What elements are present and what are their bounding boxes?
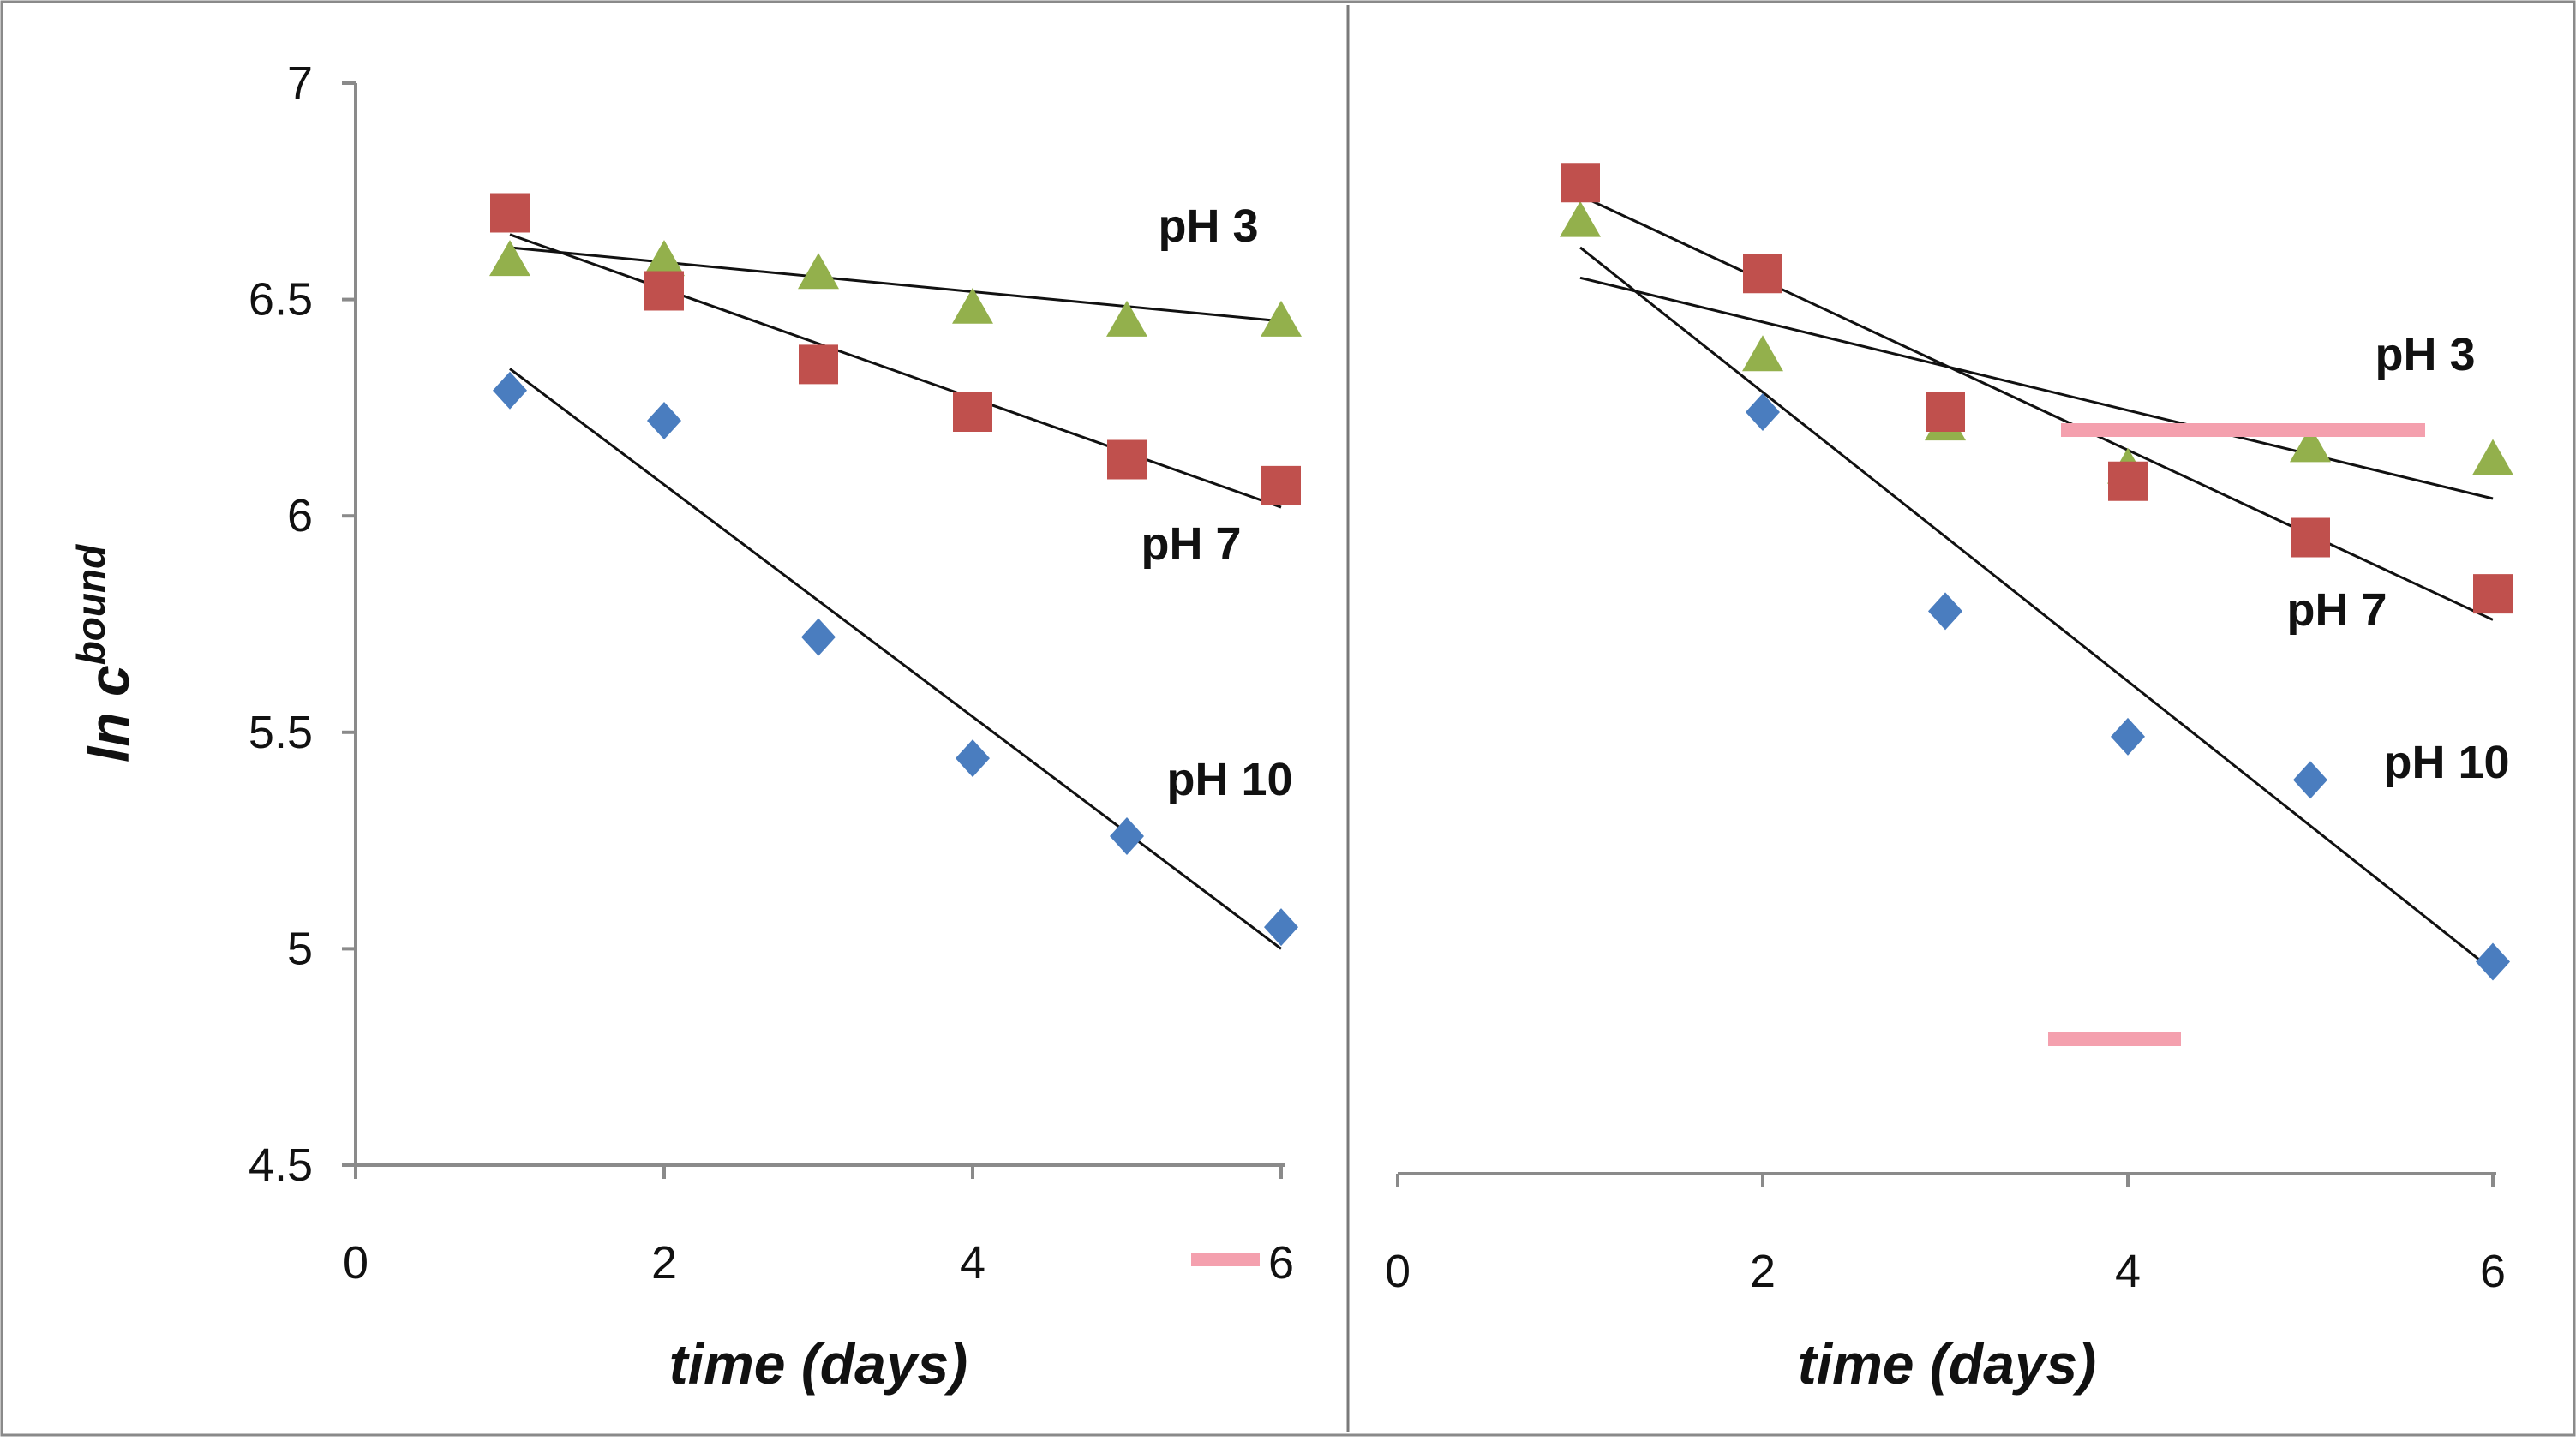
y-tick-label: 7 xyxy=(287,57,313,109)
right-x-axis-title: time (days) xyxy=(1798,1332,2096,1396)
data-point-ph-3 xyxy=(952,287,993,324)
left-panel: ln cbound time (days) 4.5 5 5.5 6 6.5 7 0 2 4 6 pH… xyxy=(69,57,1302,1396)
data-point-ph-10 xyxy=(2111,717,2145,756)
data-point-ph-3 xyxy=(2472,439,2513,475)
data-point-ph-7 xyxy=(1107,439,1147,480)
data-point-ph-10 xyxy=(493,371,527,410)
trend-line-ph-10 xyxy=(509,368,1282,950)
y-tick-label: 6.5 xyxy=(249,274,313,326)
series-label-ph-10: pH 10 xyxy=(1166,754,1292,805)
data-point-ph-10 xyxy=(1110,817,1144,856)
data-point-ph-3 xyxy=(489,240,530,277)
data-point-ph-7 xyxy=(1743,254,1782,294)
data-point-ph-7 xyxy=(490,193,530,233)
trend-line-ph-10 xyxy=(1579,246,2494,972)
data-point-ph-10 xyxy=(2476,942,2510,981)
data-point-ph-7 xyxy=(2291,517,2330,558)
data-point-ph-7 xyxy=(953,392,992,432)
x-tick-label: 6 xyxy=(2480,1246,2506,1297)
data-point-ph-7 xyxy=(1561,163,1600,203)
x-tick-label: 4 xyxy=(960,1237,985,1289)
left-y-axis-title: ln cbound xyxy=(69,544,141,762)
y-axis-title-main: ln c xyxy=(77,665,141,762)
x-tick-label: 2 xyxy=(1750,1246,1776,1297)
data-point-ph-7 xyxy=(2473,574,2513,614)
y-tick-label: 5 xyxy=(287,923,313,974)
y-axis-title-superscript: bound xyxy=(69,544,113,665)
data-point-ph-3 xyxy=(798,253,839,290)
series-label-ph-7: pH 7 xyxy=(2286,584,2387,636)
data-point-ph-7 xyxy=(2108,461,2148,501)
data-point-ph-10 xyxy=(647,402,681,440)
data-point-ph-3 xyxy=(1560,200,1601,237)
data-point-ph-3 xyxy=(1742,335,1783,372)
trend-line-ph-7 xyxy=(1579,194,2494,621)
x-tick-label: 0 xyxy=(1385,1246,1411,1297)
data-point-ph-7 xyxy=(644,271,684,311)
trend-line-ph-7 xyxy=(509,233,1282,509)
trend-line-ph-3 xyxy=(509,246,1282,323)
left-x-axis-title: time (days) xyxy=(669,1332,967,1396)
data-point-ph-10 xyxy=(1928,592,1962,631)
series-label-ph-3: pH 3 xyxy=(1158,200,1258,252)
data-point-ph-10 xyxy=(801,618,836,656)
x-tick-label: 4 xyxy=(2115,1246,2141,1297)
right-panel: time (days) 0 2 4 6 pH 3 pH 7 pH 10 xyxy=(1385,163,2513,1396)
data-point-ph-10 xyxy=(2293,761,2327,799)
x-tick-label: 2 xyxy=(651,1237,677,1289)
data-point-ph-7 xyxy=(1926,392,1965,432)
data-point-ph-7 xyxy=(799,344,838,385)
x-tick-label: 6 xyxy=(1268,1237,1294,1289)
trend-line-ph-3 xyxy=(1579,276,2494,500)
data-point-ph-10 xyxy=(956,739,990,778)
data-point-ph-3 xyxy=(644,240,685,277)
series-label-ph-3: pH 3 xyxy=(2375,329,2475,380)
x-tick-label: 0 xyxy=(343,1237,368,1289)
y-tick-label: 6 xyxy=(287,490,313,541)
series-label-ph-10: pH 10 xyxy=(2383,737,2509,788)
data-point-ph-10 xyxy=(1264,908,1298,947)
series-label-ph-7: pH 7 xyxy=(1141,518,1241,570)
data-point-ph-10 xyxy=(1746,392,1780,431)
data-point-ph-7 xyxy=(1261,465,1301,505)
y-tick-label: 4.5 xyxy=(249,1139,313,1191)
data-point-ph-3 xyxy=(1106,300,1147,337)
data-point-ph-3 xyxy=(1261,300,1302,337)
data-point-ph-3 xyxy=(2290,426,2331,463)
y-tick-label: 5.5 xyxy=(249,707,313,758)
